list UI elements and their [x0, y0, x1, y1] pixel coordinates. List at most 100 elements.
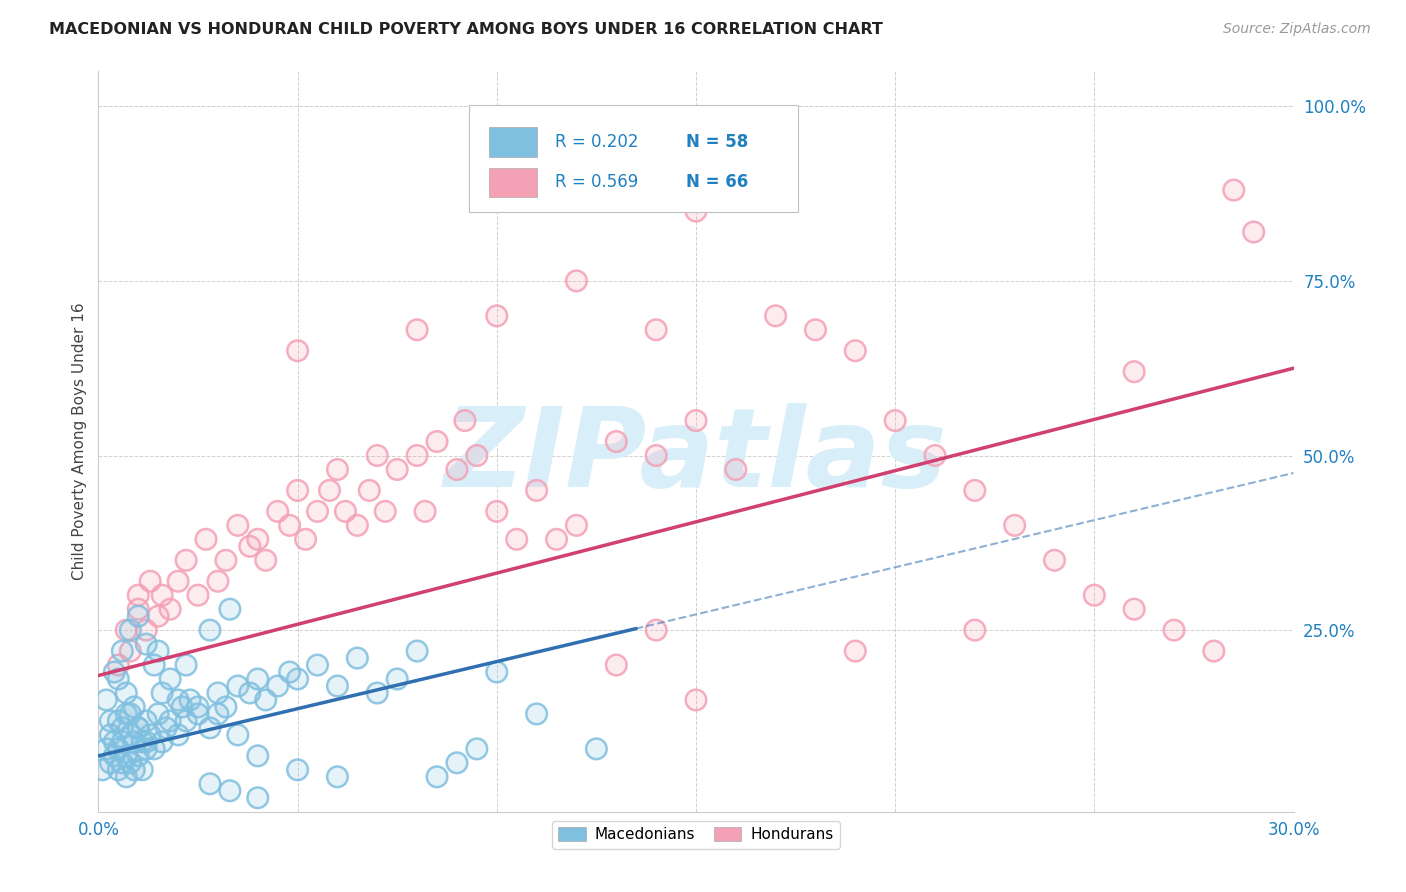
Point	[198, 623, 221, 637]
Text: N = 58: N = 58	[686, 133, 748, 151]
Point	[124, 763, 146, 777]
Point	[115, 770, 138, 784]
Point	[765, 309, 787, 323]
Point	[135, 623, 157, 637]
Point	[207, 706, 229, 721]
Point	[326, 679, 349, 693]
Point	[139, 728, 162, 742]
Point	[844, 644, 866, 658]
Point	[124, 700, 146, 714]
Text: R = 0.569: R = 0.569	[555, 173, 638, 192]
Point	[605, 434, 627, 449]
Point	[167, 693, 190, 707]
Point	[326, 679, 349, 693]
Point	[215, 553, 238, 567]
Point	[150, 588, 173, 602]
Point	[465, 449, 488, 463]
Point	[844, 343, 866, 358]
Point	[174, 714, 197, 728]
Point	[485, 504, 508, 518]
Point	[167, 728, 190, 742]
Point	[159, 602, 181, 616]
Point	[485, 665, 508, 679]
Point	[454, 414, 477, 428]
Point	[127, 609, 149, 624]
Point	[127, 721, 149, 735]
Point	[287, 763, 309, 777]
Point	[287, 343, 309, 358]
Point	[226, 728, 249, 742]
Point	[406, 323, 429, 337]
Text: ZIPatlas: ZIPatlas	[444, 403, 948, 510]
Point	[111, 735, 134, 749]
Point	[526, 706, 548, 721]
Point	[645, 449, 668, 463]
Point	[226, 728, 249, 742]
Point	[804, 323, 827, 337]
Point	[1223, 183, 1246, 197]
Point	[318, 483, 340, 498]
Point	[1123, 365, 1146, 379]
Point	[159, 714, 181, 728]
Point	[124, 763, 146, 777]
Point	[127, 748, 149, 763]
Point	[335, 504, 357, 518]
Point	[96, 742, 118, 756]
Point	[326, 770, 349, 784]
Point	[115, 623, 138, 637]
Point	[844, 644, 866, 658]
Point	[326, 462, 349, 476]
Point	[246, 748, 269, 763]
Point	[167, 693, 190, 707]
Point	[366, 686, 388, 700]
Point	[294, 533, 316, 547]
Point	[111, 721, 134, 735]
Point	[159, 672, 181, 686]
Point	[465, 449, 488, 463]
Point	[267, 504, 290, 518]
Point	[127, 602, 149, 616]
Point	[215, 553, 238, 567]
Point	[172, 700, 194, 714]
Point	[565, 274, 588, 288]
Point	[150, 686, 173, 700]
Point	[335, 504, 357, 518]
Point	[254, 693, 277, 707]
Point	[150, 686, 173, 700]
Point	[179, 693, 201, 707]
Point	[91, 763, 114, 777]
Point	[155, 721, 177, 735]
Point	[963, 623, 986, 637]
Point	[135, 637, 157, 651]
Point	[1223, 183, 1246, 197]
Point	[207, 706, 229, 721]
Point	[426, 770, 449, 784]
Point	[287, 483, 309, 498]
Point	[307, 658, 329, 673]
Point	[1123, 602, 1146, 616]
Point	[385, 462, 409, 476]
Point	[174, 658, 197, 673]
Point	[103, 665, 125, 679]
Point	[127, 721, 149, 735]
Point	[413, 504, 436, 518]
Point	[107, 658, 129, 673]
Point	[307, 658, 329, 673]
Point	[98, 756, 122, 770]
Point	[98, 728, 122, 742]
Point	[1202, 644, 1225, 658]
Point	[207, 574, 229, 589]
Point	[91, 763, 114, 777]
Point	[103, 748, 125, 763]
Point	[135, 742, 157, 756]
Point	[98, 728, 122, 742]
Point	[385, 672, 409, 686]
Point	[278, 518, 301, 533]
Point	[287, 672, 309, 686]
Point	[107, 742, 129, 756]
Point	[148, 644, 170, 658]
Text: Source: ZipAtlas.com: Source: ZipAtlas.com	[1223, 22, 1371, 37]
Point	[148, 706, 170, 721]
Point	[506, 533, 529, 547]
Point	[115, 623, 138, 637]
